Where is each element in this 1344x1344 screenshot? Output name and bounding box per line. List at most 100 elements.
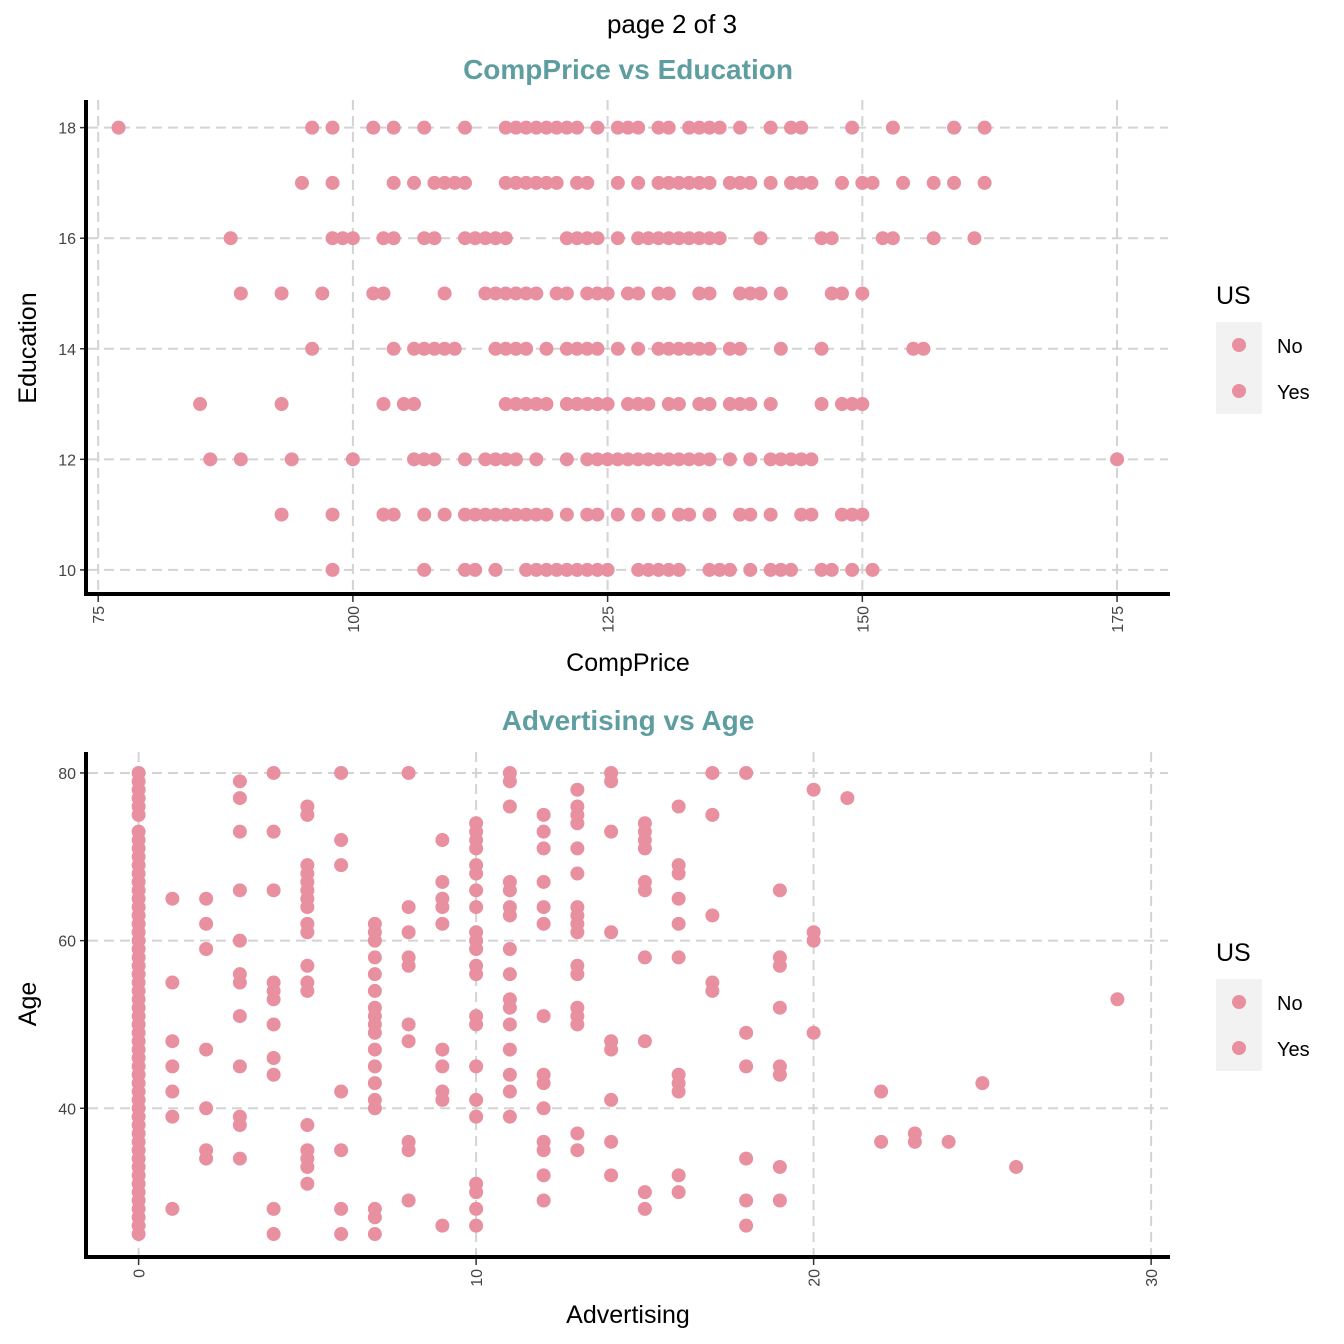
data-point xyxy=(671,452,686,467)
data-point xyxy=(435,900,450,915)
data-point xyxy=(300,866,315,881)
data-point xyxy=(824,562,839,577)
data-point xyxy=(1009,1159,1024,1174)
data-point xyxy=(529,120,544,135)
data-point xyxy=(325,120,340,135)
legend-key-no xyxy=(1232,338,1246,352)
data-point xyxy=(498,341,513,356)
data-point xyxy=(266,1227,281,1242)
data-point xyxy=(671,562,686,577)
data-point xyxy=(478,286,493,301)
data-point xyxy=(502,1042,517,1057)
data-point xyxy=(502,1084,517,1099)
data-point xyxy=(794,507,809,522)
data-point xyxy=(773,562,788,577)
data-point xyxy=(772,883,787,898)
data-point xyxy=(223,231,238,246)
data-point xyxy=(437,286,452,301)
data-point xyxy=(131,883,146,898)
data-point xyxy=(692,452,707,467)
data-point xyxy=(570,175,585,190)
data-point xyxy=(604,1092,619,1107)
data-point xyxy=(539,175,554,190)
data-point xyxy=(447,175,462,190)
data-point xyxy=(743,452,758,467)
data-point xyxy=(631,452,646,467)
data-point xyxy=(570,562,585,577)
data-point xyxy=(407,452,422,467)
legend-label-no: No xyxy=(1277,993,1303,1015)
legend-label-yes: Yes xyxy=(1277,1039,1310,1061)
data-point xyxy=(508,175,523,190)
data-point xyxy=(671,950,686,965)
data-point xyxy=(407,175,422,190)
data-point xyxy=(508,286,523,301)
data-point xyxy=(266,765,281,780)
data-point xyxy=(570,925,585,940)
data-point xyxy=(165,891,180,906)
data-point xyxy=(519,341,534,356)
data-point xyxy=(508,507,523,522)
data-point xyxy=(536,841,551,856)
data-point xyxy=(590,397,605,412)
data-point xyxy=(131,807,146,822)
data-point xyxy=(580,286,595,301)
data-point xyxy=(435,1092,450,1107)
data-point xyxy=(367,933,382,948)
data-point xyxy=(682,175,697,190)
data-point xyxy=(671,341,686,356)
data-point xyxy=(631,286,646,301)
data-point xyxy=(232,975,247,990)
data-point xyxy=(232,774,247,789)
data-point xyxy=(536,1193,551,1208)
data-point xyxy=(784,120,799,135)
data-point xyxy=(906,341,921,356)
data-point xyxy=(621,120,635,135)
data-point xyxy=(772,1159,787,1174)
data-point xyxy=(804,452,819,467)
data-point xyxy=(367,1227,382,1242)
data-point xyxy=(315,286,330,301)
data-point xyxy=(590,562,605,577)
data-point xyxy=(334,833,349,848)
data-point xyxy=(502,1017,517,1032)
data-point xyxy=(559,286,574,301)
data-point xyxy=(334,858,349,873)
data-point xyxy=(529,452,544,467)
data-point xyxy=(834,507,849,522)
data-point xyxy=(266,883,281,898)
data-point xyxy=(457,231,472,246)
y-tick-label: 80 xyxy=(58,766,76,783)
data-point xyxy=(232,1151,247,1166)
data-point xyxy=(401,1193,416,1208)
y-tick-label: 16 xyxy=(58,231,76,248)
data-point xyxy=(763,562,778,577)
data-point xyxy=(671,799,686,814)
data-point xyxy=(437,175,452,190)
data-point xyxy=(367,983,382,998)
data-point xyxy=(468,231,483,246)
legend-key-yes xyxy=(1232,384,1246,398)
data-point xyxy=(631,231,646,246)
data-point xyxy=(794,120,809,135)
data-point xyxy=(600,452,615,467)
data-point xyxy=(824,286,839,301)
data-point xyxy=(772,1193,787,1208)
data-point xyxy=(165,1109,180,1124)
data-point xyxy=(401,1034,416,1049)
legend-label-yes: Yes xyxy=(1277,382,1310,404)
data-point xyxy=(733,507,748,522)
data-point xyxy=(435,1059,450,1074)
data-point xyxy=(519,175,534,190)
axis-ticks: 75 100 125 150 175 10 12 14 16 18 xyxy=(58,121,1127,633)
data-point xyxy=(469,1092,484,1107)
x-tick-label: 0 xyxy=(132,1269,149,1278)
data-point xyxy=(407,397,422,412)
data-point xyxy=(824,231,839,246)
data-point xyxy=(199,1101,214,1116)
data-point xyxy=(604,1134,619,1149)
data-point xyxy=(539,341,554,356)
data-point xyxy=(733,397,748,412)
data-point xyxy=(469,866,484,881)
data-point xyxy=(325,507,340,522)
